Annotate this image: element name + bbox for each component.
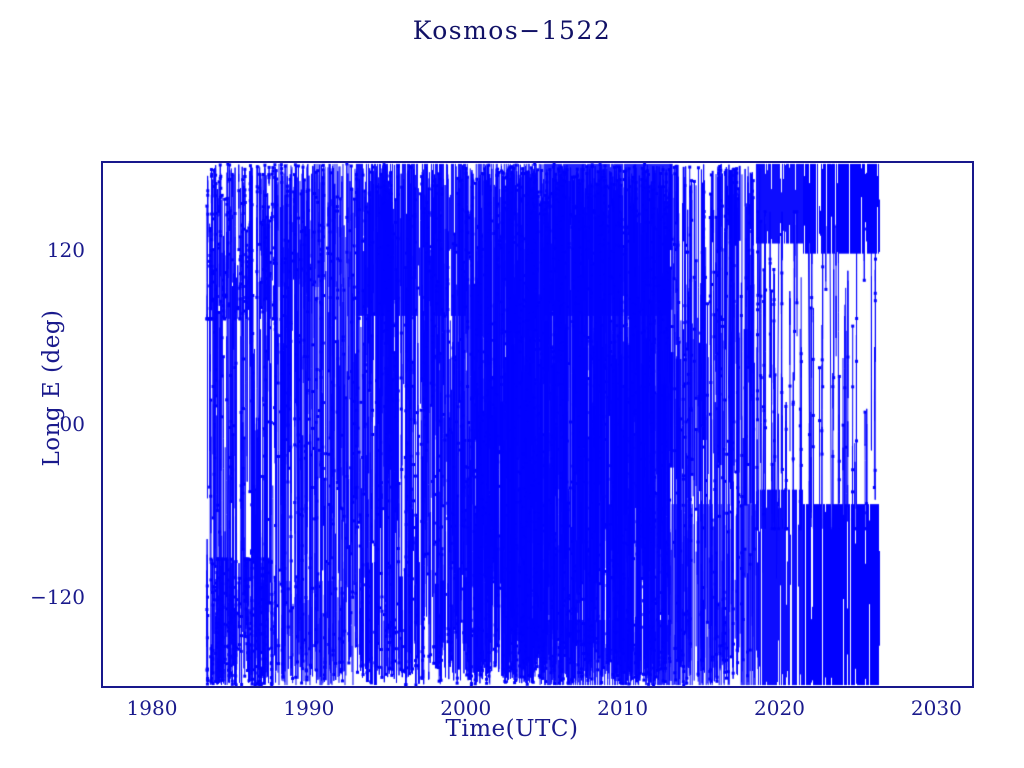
x-tick-label-1980: 1980 (126, 696, 178, 720)
y-tick-label-minus-120: −120 (30, 585, 85, 610)
x-tick-label-1990: 1990 (283, 696, 335, 720)
x-axis-title: Time(UTC) (445, 716, 579, 742)
data-series-canvas (103, 163, 972, 686)
x-tick-label-2010: 2010 (597, 696, 649, 720)
x-tick-label-2030: 2030 (910, 696, 962, 720)
page-title: Kosmos−1522 (412, 16, 612, 45)
x-tick-label-2000: 2000 (440, 696, 492, 720)
y-tick-label-120: 120 (46, 237, 85, 262)
y-axis-title: Long E (deg) (39, 309, 65, 467)
plot-area (101, 161, 974, 688)
x-tick-label-2020: 2020 (754, 696, 805, 720)
y-tick-label-0: 00 (59, 411, 85, 436)
